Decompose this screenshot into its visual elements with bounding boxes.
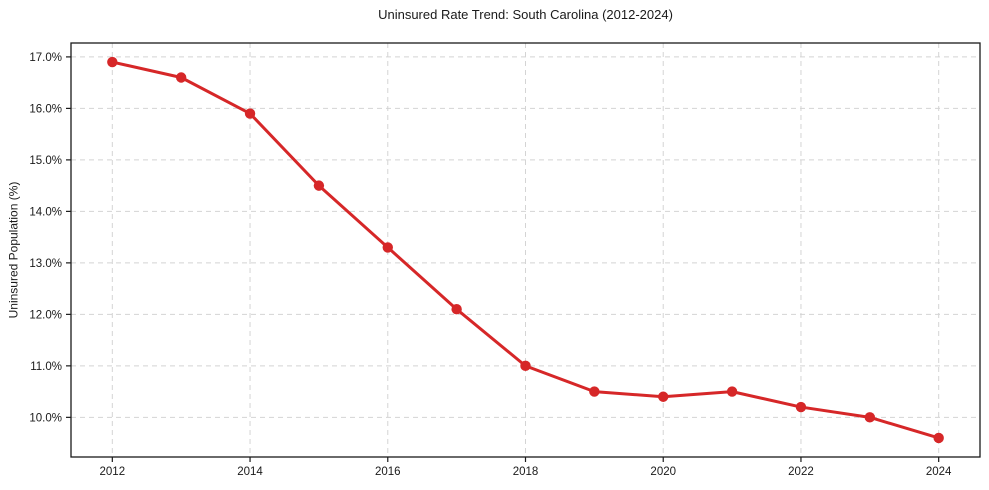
data-point	[520, 360, 531, 372]
y-tick-label: 13.0%	[29, 258, 62, 270]
data-point	[726, 386, 738, 397]
data-point	[658, 391, 669, 402]
x-tick-label: 2012	[100, 466, 126, 478]
data-point	[107, 56, 118, 68]
chart-title: Uninsured Rate Trend: South Carolina (20…	[378, 7, 673, 22]
data-point	[382, 242, 393, 253]
x-tick-label: 2016	[375, 466, 401, 478]
y-tick-label: 11.0%	[30, 361, 62, 373]
x-tick-label: 2014	[237, 466, 263, 478]
y-tick-label: 16.0%	[29, 103, 62, 115]
data-point	[175, 72, 187, 83]
x-tick-label: 2018	[513, 466, 539, 478]
y-tick-label: 17.0%	[29, 52, 62, 64]
y-tick-label: 10.0%	[29, 412, 62, 424]
data-point	[589, 386, 600, 397]
y-tick-label: 14.0%	[29, 206, 62, 218]
data-point	[451, 304, 462, 315]
y-tick-label: 12.0%	[29, 309, 62, 321]
data-point	[933, 432, 944, 444]
data-point	[864, 412, 876, 423]
data-point	[795, 401, 807, 413]
y-tick-label: 15.0%	[29, 155, 62, 167]
x-tick-label: 2022	[788, 466, 814, 478]
x-tick-label: 2020	[650, 466, 676, 478]
data-point	[313, 180, 325, 191]
data-point	[244, 108, 256, 119]
x-tick-label: 2024	[926, 466, 952, 478]
